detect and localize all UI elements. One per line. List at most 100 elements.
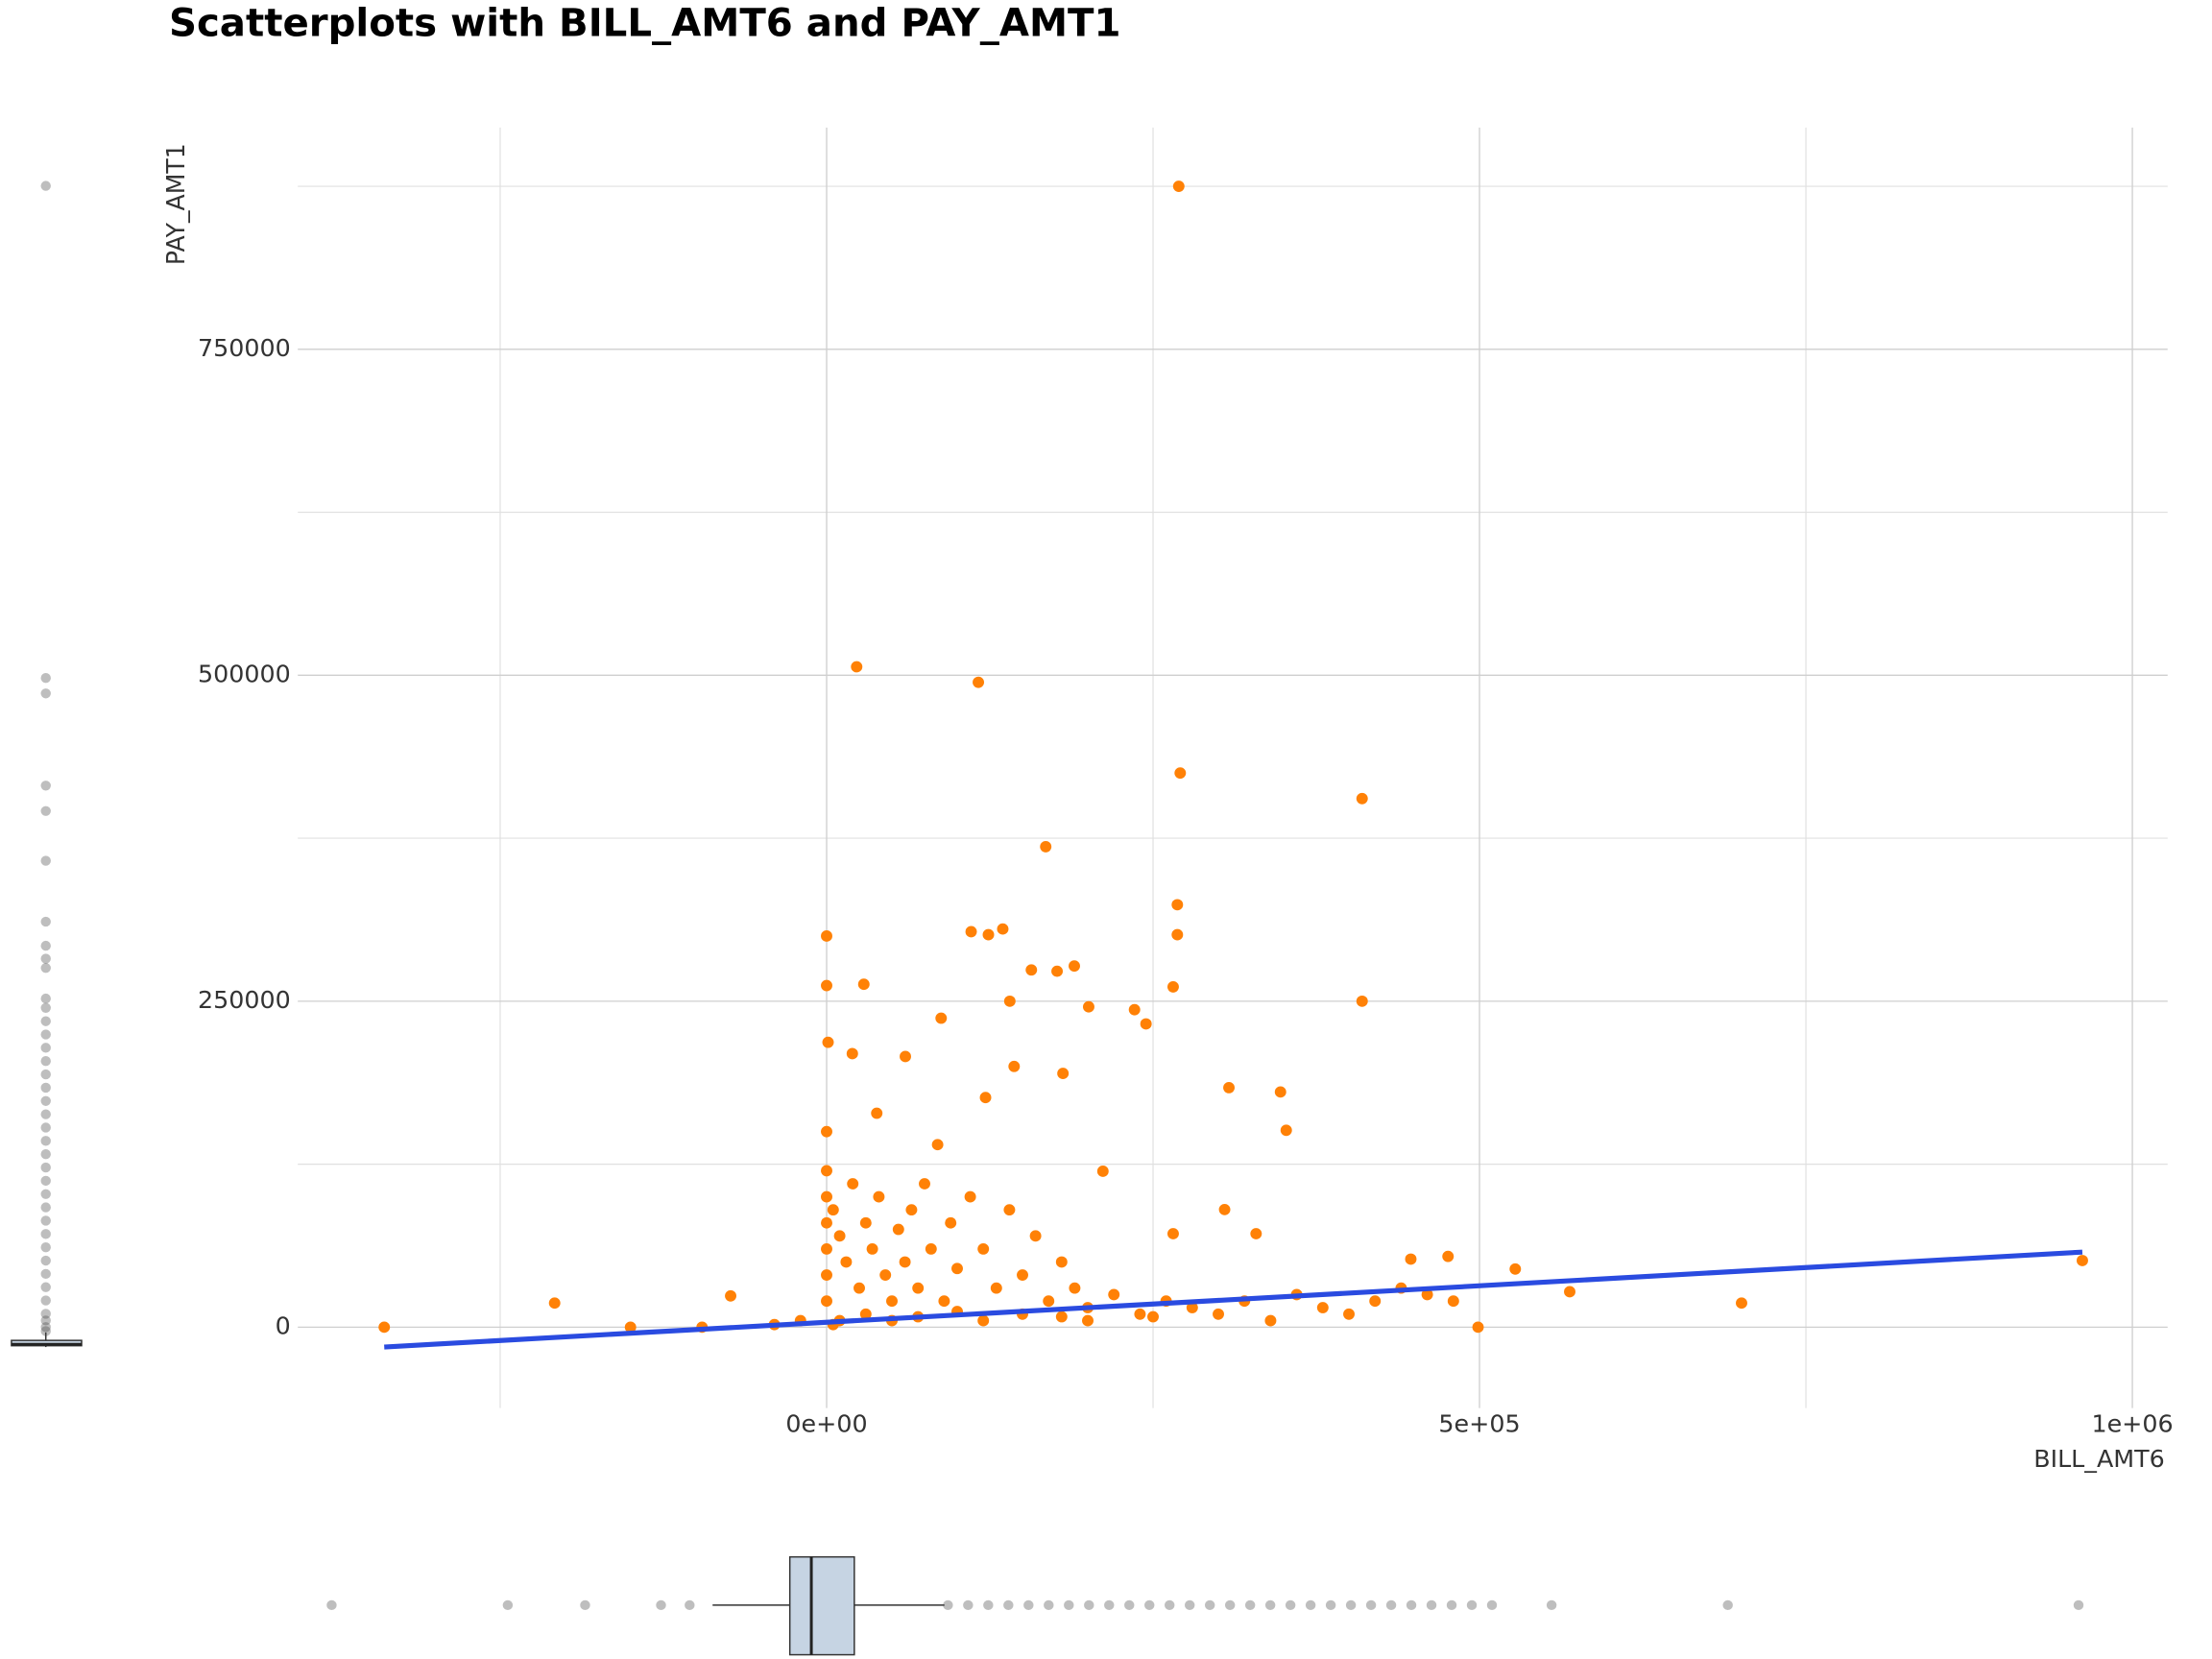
scatter-point <box>871 1107 883 1119</box>
outlier <box>40 916 51 927</box>
scatter-point <box>1447 1295 1459 1308</box>
scatter-point <box>912 1282 925 1294</box>
outlier <box>40 1029 51 1040</box>
outlier <box>983 1599 994 1611</box>
scatter-point <box>821 930 832 942</box>
outlier <box>1305 1599 1316 1611</box>
scatter-point <box>977 1242 990 1255</box>
outlier <box>40 940 51 951</box>
outlier <box>1365 1599 1377 1611</box>
trend-line <box>384 1249 2083 1350</box>
scatter-point <box>1055 1256 1068 1268</box>
scatter-point <box>1043 1295 1055 1308</box>
scatter-point <box>1343 1308 1355 1320</box>
scatter-point <box>821 1125 832 1138</box>
scatter-point <box>866 1242 878 1255</box>
outlier <box>40 1002 51 1013</box>
outlier <box>40 1122 51 1133</box>
outlier <box>40 180 51 191</box>
outlier <box>1406 1599 1417 1611</box>
y-tick-label: 250000 <box>198 986 291 1014</box>
outlier <box>40 1175 51 1187</box>
outlier <box>40 1282 51 1292</box>
scatter-point <box>1069 1282 1081 1294</box>
outlier <box>1546 1599 1557 1611</box>
outlier <box>1264 1599 1276 1611</box>
scatter-point <box>840 1256 853 1268</box>
scatter-point <box>1564 1286 1575 1298</box>
scatter-point <box>1134 1308 1146 1320</box>
scatter-point <box>548 1297 561 1310</box>
scatter-point <box>997 923 1009 935</box>
scatter-point <box>1008 1060 1021 1072</box>
outlier <box>40 1255 51 1266</box>
scatter-point <box>821 1190 832 1203</box>
scatter-point <box>1140 1018 1152 1030</box>
scatter-point <box>1356 792 1368 805</box>
chart-title: Scatterplots with BILL_AMT6 and PAY_AMT1 <box>169 2 1121 46</box>
outlier <box>1044 1599 1054 1611</box>
scatter-point <box>873 1190 885 1203</box>
scatter-point <box>1218 1203 1231 1215</box>
y-axis-label: PAY_AMT1 <box>162 143 190 265</box>
outlier <box>40 1043 51 1053</box>
outlier <box>2073 1599 2084 1611</box>
scatter-point <box>854 1282 865 1294</box>
scatter-point <box>879 1269 892 1281</box>
outlier <box>40 1069 51 1080</box>
outlier <box>326 1599 337 1611</box>
outlier <box>1244 1599 1256 1611</box>
outlier <box>1722 1599 1733 1611</box>
outlier <box>1486 1599 1498 1611</box>
outlier <box>40 688 51 699</box>
scatter-point <box>1082 1314 1094 1327</box>
scatter-point <box>378 1321 391 1334</box>
outlier <box>1023 1599 1034 1611</box>
scatter-point <box>1082 1000 1094 1013</box>
scatter-point <box>1736 1297 1747 1310</box>
scatter-point <box>821 1295 832 1308</box>
outlier <box>40 1309 51 1319</box>
scatter-point <box>1108 1288 1120 1301</box>
x-tick-label: 5e+05 <box>1438 1409 1520 1437</box>
outlier <box>40 1215 51 1226</box>
outlier <box>685 1599 695 1611</box>
scatter-point <box>725 1289 737 1302</box>
outlier <box>943 1599 953 1611</box>
scatter-point <box>1316 1302 1329 1313</box>
outlier <box>40 1056 51 1067</box>
outlier <box>1325 1599 1336 1611</box>
scatter-point <box>990 1282 1002 1294</box>
scatter-point <box>1250 1228 1262 1239</box>
scatter-point <box>847 1178 859 1190</box>
scatter-point <box>935 1012 948 1024</box>
scatter-point <box>624 1321 637 1334</box>
scatter-point <box>822 1036 834 1048</box>
scatter-point <box>1264 1314 1277 1327</box>
outlier <box>40 1082 51 1094</box>
box <box>788 1555 855 1656</box>
scatter-point <box>851 661 863 673</box>
outlier <box>40 1162 51 1173</box>
scatter-point <box>1369 1295 1382 1308</box>
outlier <box>40 1315 51 1326</box>
scatter-point <box>1356 995 1368 1007</box>
outlier <box>40 963 51 974</box>
scatter-point <box>827 1204 839 1216</box>
scatter-point <box>979 1092 992 1104</box>
scatter-point <box>973 676 985 688</box>
outlier <box>40 673 51 684</box>
scatter-point <box>1171 928 1184 941</box>
scatter-point <box>977 1314 990 1327</box>
outlier <box>1064 1599 1074 1611</box>
y-tick-label: 500000 <box>198 660 291 687</box>
scatter-point <box>945 1216 957 1229</box>
outlier <box>40 1016 51 1026</box>
scatter-point <box>1171 899 1184 911</box>
scatter-point <box>982 928 995 941</box>
outlier <box>1446 1599 1457 1611</box>
scatter-point <box>1421 1288 1433 1301</box>
outlier <box>1124 1599 1135 1611</box>
outlier <box>1003 1599 1014 1611</box>
